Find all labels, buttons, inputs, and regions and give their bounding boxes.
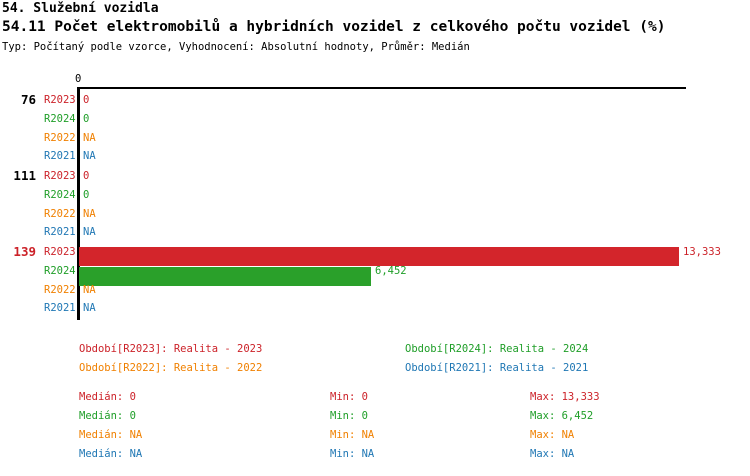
value-label: NA (83, 226, 96, 238)
stat-median-r2024: Medián: 0 (79, 410, 136, 422)
series-label-r2022: R2022 (44, 284, 76, 296)
group-label-76: 76 (20, 92, 36, 107)
series-label-r2024: R2024 (44, 113, 76, 125)
series-label-r2021: R2021 (44, 150, 76, 162)
series-label-r2022: R2022 (44, 132, 76, 144)
stat-max-r2024: Max: 6,452 (530, 410, 594, 422)
axis-zero-tick-label: 0 (75, 73, 82, 85)
value-label: 0 (83, 189, 90, 201)
group-label-139: 139 (13, 244, 36, 259)
stat-min-r2022: Min: NA (330, 429, 375, 441)
stat-median-r2022: Medián: NA (79, 429, 143, 441)
bar-r2023-139 (79, 247, 679, 266)
legend-item-r2021[interactable]: Období[R2021]: Realita - 2021 (405, 362, 589, 374)
stat-max-r2023: Max: 13,333 (530, 391, 600, 403)
legend-item-r2022[interactable]: Období[R2022]: Realita - 2022 (79, 362, 263, 374)
stat-median-r2023: Medián: 0 (79, 391, 136, 403)
axis-top-line (79, 87, 686, 89)
bar-r2024-139 (79, 267, 371, 286)
series-label-r2021: R2021 (44, 302, 76, 314)
group-label-111: 111 (13, 168, 36, 183)
legend-item-r2023[interactable]: Období[R2023]: Realita - 2023 (79, 343, 263, 355)
value-label: 0 (83, 170, 90, 182)
series-label-r2024: R2024 (44, 265, 76, 277)
series-label-r2023: R2023 (44, 170, 76, 182)
series-label-r2022: R2022 (44, 208, 76, 220)
series-label-r2024: R2024 (44, 189, 76, 201)
series-label-r2023: R2023 (44, 246, 76, 258)
stat-min-r2024: Min: 0 (330, 410, 368, 422)
legend-item-r2024[interactable]: Období[R2024]: Realita - 2024 (405, 343, 589, 355)
stat-median-r2021: Medián: NA (79, 448, 143, 460)
value-label: NA (83, 208, 96, 220)
page-title: 54. Služební vozidla (2, 1, 159, 16)
value-label: 0 (83, 94, 90, 106)
series-label-r2023: R2023 (44, 94, 76, 106)
value-label: NA (83, 302, 96, 314)
stat-max-r2022: Max: NA (530, 429, 575, 441)
chart-title: 54.11 Počet elektromobilů a hybridních v… (2, 19, 666, 35)
value-label: 6,452 (375, 265, 407, 277)
value-label: NA (83, 284, 96, 296)
chart-meta-line: Typ: Počítaný podle vzorce, Vyhodnocení:… (2, 41, 470, 53)
stat-min-r2021: Min: NA (330, 448, 375, 460)
value-label: 13,333 (683, 246, 721, 258)
stat-max-r2021: Max: NA (530, 448, 575, 460)
value-label: 0 (83, 113, 90, 125)
bar-chart-plot: 0 76 R2023 0 R2024 0 R2022 NA R2021 NA 1… (0, 73, 750, 324)
series-label-r2021: R2021 (44, 226, 76, 238)
value-label: NA (83, 150, 96, 162)
value-label: NA (83, 132, 96, 144)
stat-min-r2023: Min: 0 (330, 391, 368, 403)
axis-zero-line (77, 87, 80, 320)
